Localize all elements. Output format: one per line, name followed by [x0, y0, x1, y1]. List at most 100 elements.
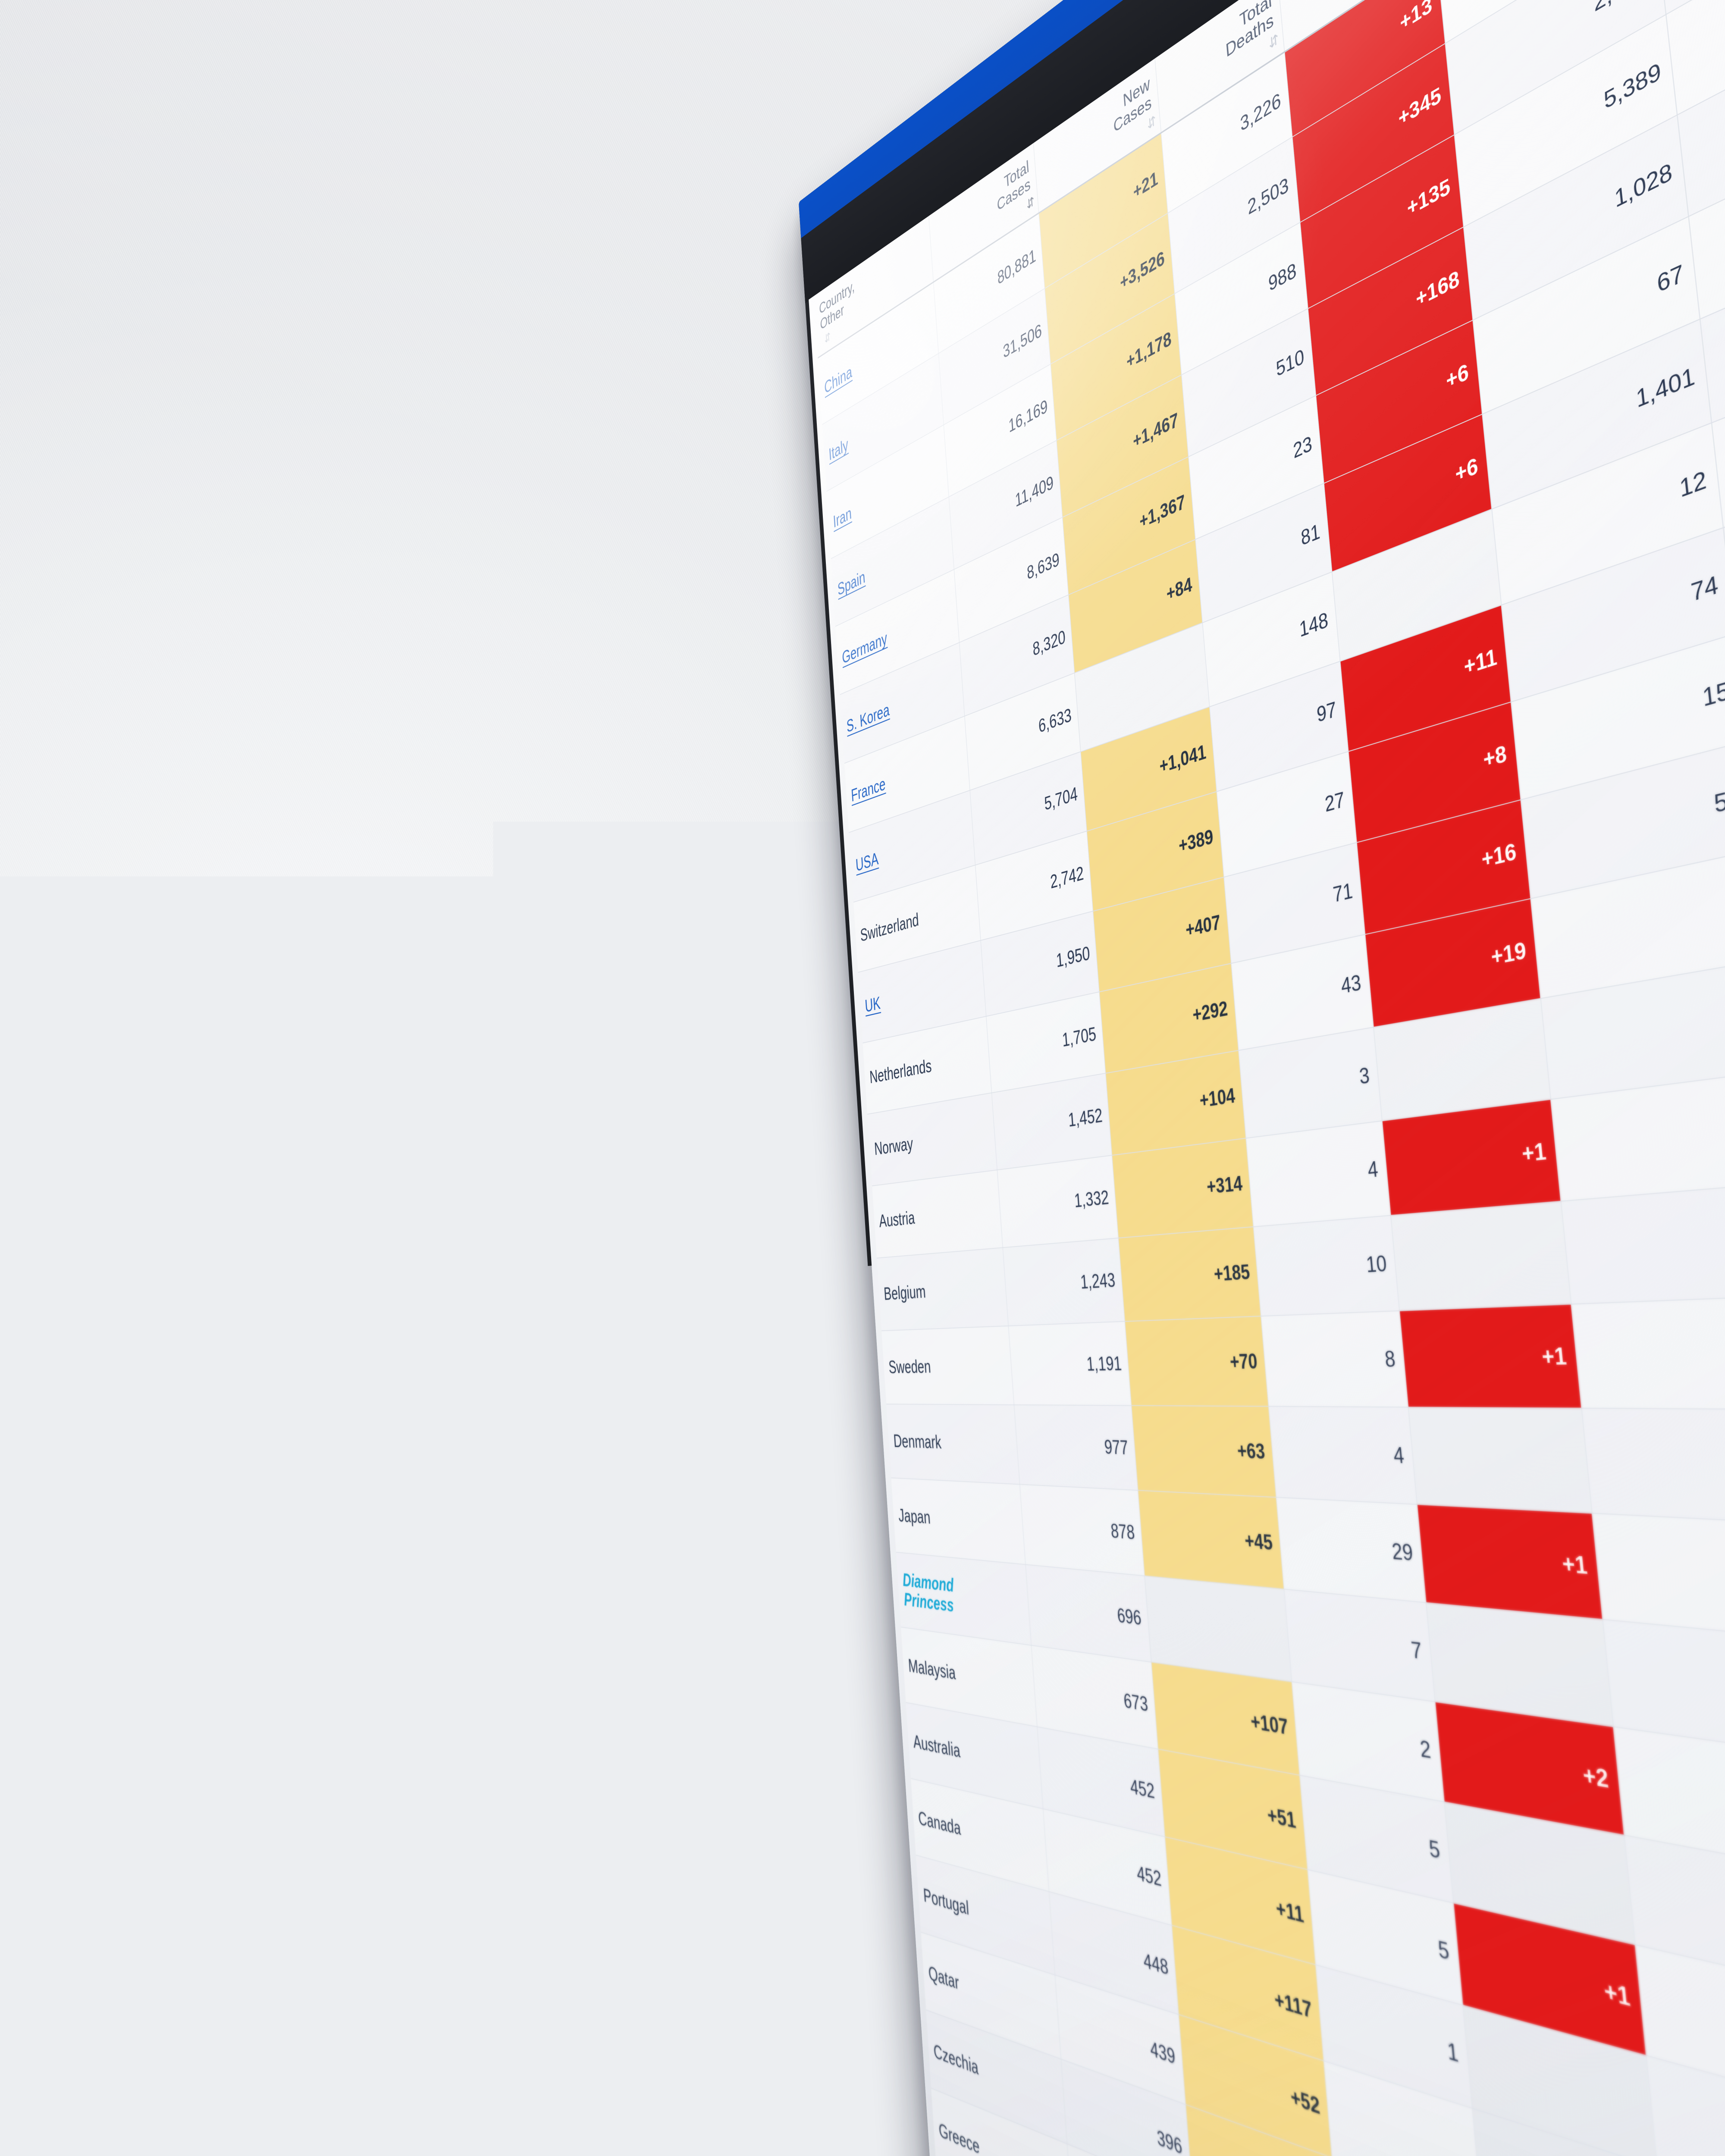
cell-total-recovered: 5,389: [1455, 15, 1678, 227]
monitor-stage: ...ology ✕ Chocolat Search:: [0, 0, 1725, 2156]
cell-total-deaths: 4: [1269, 1407, 1417, 1505]
coronavirus-statistics-table: Country, Other ⇵ Total Cases ⇵ New Cases ⇵ Tot…: [814, 0, 1725, 2156]
cell-new-deaths: +16: [1357, 800, 1531, 934]
cell-new-cases: +70: [1125, 1316, 1268, 1407]
cell-total-deaths: 29: [1276, 1498, 1426, 1603]
cell-total-deaths: 5: [1300, 1775, 1454, 1903]
cell-country[interactable]: Belgium: [877, 1248, 1008, 1331]
cell-total-deaths: 10: [1253, 1216, 1399, 1316]
cell-new-deaths: +1: [1399, 1304, 1581, 1408]
cell-new-deaths: +11: [1340, 605, 1511, 752]
cell-country[interactable]: Sweden: [881, 1326, 1014, 1405]
cell-total-recovered: 12: [1492, 423, 1723, 605]
country-label: Austria: [878, 1208, 916, 1232]
cell-country[interactable]: Austria: [872, 1170, 1003, 1258]
country-link[interactable]: China: [824, 362, 853, 398]
sort-both-icon[interactable]: ⇵: [1147, 114, 1154, 132]
cell-total-recovered: 144: [1592, 1514, 1725, 1643]
cell-total-recovered: 1: [1581, 1408, 1725, 1526]
country-label: Czechia: [933, 2040, 979, 2080]
country-label: Netherlands: [869, 1056, 932, 1087]
cell-total-recovered: 68,715: [1436, 0, 1655, 44]
cell-new-deaths: [1444, 1802, 1635, 1945]
cell-active-cases: 9,871: [1677, 0, 1725, 217]
country-link[interactable]: Germany: [841, 628, 888, 668]
cell-total-deaths: 8: [1261, 1311, 1408, 1407]
country-link[interactable]: Spain: [837, 567, 866, 599]
search-row: Search:: [1362, 0, 1725, 22]
country-link[interactable]: Iran: [833, 503, 852, 532]
cell-new-deaths: +1: [1417, 1504, 1603, 1620]
country-label: Malaysia: [908, 1655, 957, 1684]
country-label: Norway: [874, 1134, 914, 1159]
cell-total-deaths: 4: [1246, 1121, 1391, 1227]
cell-total-recovered: 2: [1531, 849, 1725, 999]
country-label: Greece: [938, 2119, 980, 2156]
cell-new-deaths: +1: [1382, 1100, 1561, 1216]
country-label: Denmark: [893, 1431, 942, 1453]
cell-active-cases: 26,062: [1655, 0, 1725, 15]
cell-total-cases: 878: [1020, 1485, 1145, 1576]
cell-new-deaths: +8: [1349, 702, 1521, 843]
cell-total-recovered: 15: [1511, 634, 1725, 800]
country-label: Sweden: [888, 1357, 932, 1378]
cell-new-deaths: [1463, 2006, 1657, 2156]
sort-desc-icon[interactable]: ⇵: [1026, 195, 1032, 212]
country-link[interactable]: Italy: [828, 435, 849, 464]
country-label: Japan: [898, 1505, 931, 1528]
cell-active-cases: 9,792: [1666, 0, 1725, 115]
country-link[interactable]: UK: [864, 993, 881, 1016]
cell-total-deaths: 2: [1292, 1682, 1444, 1802]
cell-new-deaths: [1332, 509, 1502, 661]
cell-total-recovered: 3: [1646, 2056, 1725, 2156]
country-label: Australia: [913, 1731, 961, 1762]
sort-both-icon[interactable]: ⇵: [824, 331, 829, 346]
cell-new-cases: +185: [1118, 1227, 1261, 1321]
country-link[interactable]: S. Korea: [846, 700, 890, 736]
cell-total-recovered: 8: [1551, 1070, 1725, 1201]
cell-total-recovered: 74: [1501, 528, 1725, 702]
country-label: Qatar: [928, 1962, 960, 1994]
cell-new-cases: +314: [1112, 1138, 1253, 1238]
cell-new-deaths: +6: [1316, 320, 1482, 484]
cell-country[interactable]: Japan: [891, 1478, 1025, 1565]
cell-active-cases: 6,838: [1700, 216, 1725, 423]
cell-new-deaths: +1: [1453, 1903, 1646, 2056]
cell-total-recovered: 11: [1635, 1945, 1725, 2126]
cell-total-recovered: 67: [1473, 217, 1700, 414]
cell-new-deaths: [1408, 1407, 1592, 1514]
cell-total-recovered: 1,401: [1482, 320, 1712, 510]
cell-total-cases: 1,243: [1003, 1238, 1125, 1326]
cell-total-cases: 1,191: [1008, 1322, 1131, 1406]
table-body: China80,881+213,226+1368,7158,9403,226It…: [818, 0, 1725, 2156]
cell-total-deaths: 1: [1316, 1965, 1472, 2109]
cell-total-deaths: 5: [1308, 1870, 1463, 2005]
cell-new-deaths: [1472, 2109, 1669, 2156]
cell-total-deaths: [1324, 2061, 1482, 2156]
cell-total-recovered: 27: [1624, 1835, 1725, 2003]
cell-new-cases: +45: [1138, 1491, 1284, 1589]
cell-total-recovered: 1: [1541, 959, 1725, 1100]
cell-active-cases: 6,473: [1712, 330, 1725, 528]
country-label: Portugal: [923, 1885, 970, 1920]
sort-both-icon[interactable]: ⇵: [1268, 33, 1276, 52]
monitor-screen: Search: Country,Other⇵ TotalCases⇵ NewCa…: [809, 0, 1725, 2156]
cell-new-deaths: [1374, 999, 1551, 1121]
statistics-table-wrapper: Country, Other ⇵ Total Cases ⇵ New Cases ⇵ Tot…: [814, 0, 1725, 2156]
cell-total-recovered: 52: [1521, 741, 1725, 899]
computer-monitor: ...ology ✕ Chocolat Search:: [803, 0, 1725, 2156]
cell-country[interactable]: Denmark: [886, 1404, 1019, 1485]
country-link[interactable]: France: [850, 774, 886, 806]
country-label: Diamond Princess: [902, 1570, 982, 1620]
cell-total-recovered: 2,941: [1445, 0, 1666, 135]
country-link[interactable]: USA: [855, 849, 879, 876]
cell-new-cases: +63: [1131, 1406, 1276, 1498]
cell-total-cases: 1,332: [997, 1156, 1118, 1248]
cell-active-cases: 8,549: [1689, 105, 1725, 319]
cell-new-deaths: [1391, 1201, 1571, 1311]
cell-total-cases: 977: [1014, 1405, 1138, 1490]
cell-new-deaths: +6: [1324, 414, 1492, 572]
country-label: Canada: [918, 1808, 962, 1839]
country-label: Belgium: [883, 1282, 926, 1304]
cell-new-deaths: +19: [1365, 899, 1540, 1028]
